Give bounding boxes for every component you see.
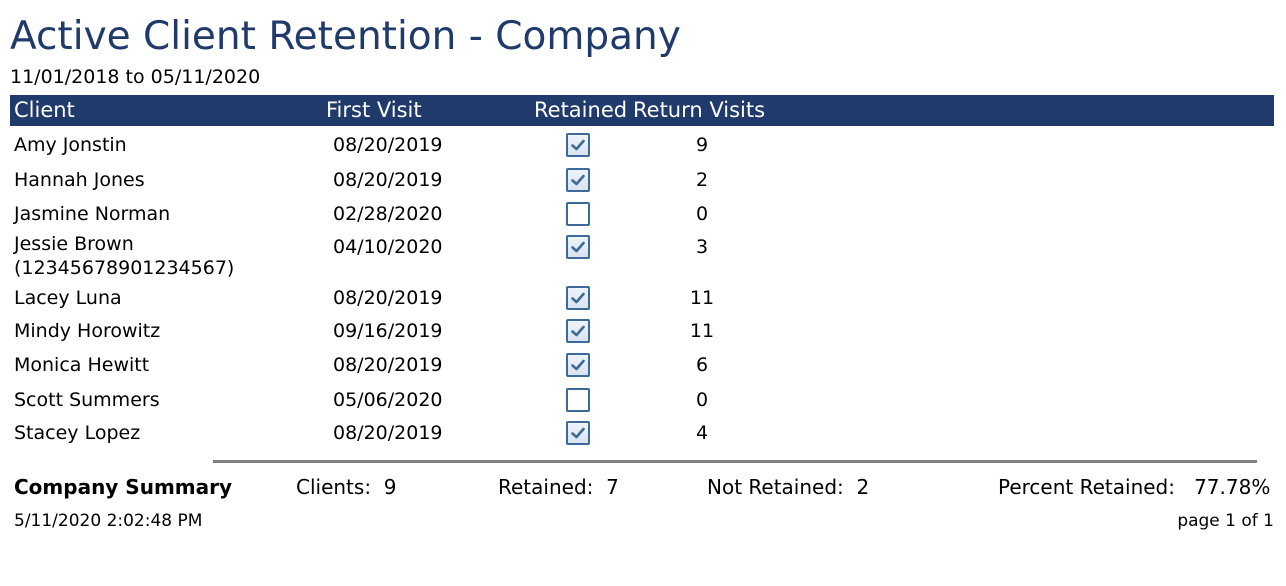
client-name: Jessie Brown (12345678901234567) [14, 232, 234, 280]
client-name-line1: Jessie Brown [14, 233, 134, 255]
checkmark-icon [571, 241, 585, 253]
summary-title: Company Summary [14, 475, 233, 499]
client-name: Scott Summers [14, 389, 160, 411]
summary-retained-value: 7 [606, 475, 619, 499]
checkmark-icon [571, 427, 585, 439]
table-header: Client First Visit Retained Return Visit… [10, 95, 1274, 126]
first-visit-date: 08/20/2019 [333, 169, 443, 191]
summary-clients: Clients: 9 [296, 475, 397, 499]
client-name: Stacey Lopez [14, 422, 141, 444]
return-visits-count: 4 [695, 422, 709, 444]
first-visit-date: 08/20/2019 [333, 354, 443, 376]
retained-checkbox[interactable] [566, 319, 590, 343]
retained-checkbox[interactable] [566, 168, 590, 192]
checkmark-icon [571, 325, 585, 337]
header-retained: Retained [534, 98, 628, 122]
checkmark-icon [571, 174, 585, 186]
return-visits-count: 9 [695, 134, 709, 156]
first-visit-date: 08/20/2019 [333, 422, 443, 444]
retained-checkbox[interactable] [566, 202, 590, 226]
summary-not-retained-value: 2 [856, 475, 870, 499]
summary-not-retained: Not Retained: 2 [707, 475, 869, 499]
retained-checkbox[interactable] [566, 235, 590, 259]
header-client: Client [14, 98, 75, 122]
retained-checkbox[interactable] [566, 133, 590, 157]
page-indicator: page 1 of 1 [1177, 511, 1274, 531]
summary-divider [213, 460, 1257, 463]
first-visit-date: 08/20/2019 [333, 287, 443, 309]
checkmark-icon [571, 359, 585, 371]
return-visits-count: 0 [695, 203, 709, 225]
client-name: Amy Jonstin [14, 134, 127, 156]
client-name: Mindy Horowitz [14, 320, 161, 342]
return-visits-count: 11 [689, 287, 715, 309]
retained-checkbox[interactable] [566, 421, 590, 445]
summary-percent-retained: Percent Retained: 77.78% [998, 475, 1270, 499]
header-return-visits: Return Visits [633, 98, 766, 122]
client-name: Hannah Jones [14, 169, 145, 191]
retained-checkbox[interactable] [566, 388, 590, 412]
first-visit-date: 09/16/2019 [333, 320, 443, 342]
summary-percent-value: 77.78% [1194, 475, 1271, 499]
checkmark-icon [571, 292, 585, 304]
return-visits-count: 0 [695, 389, 709, 411]
client-name: Jasmine Norman [14, 203, 171, 225]
return-visits-count: 2 [695, 169, 709, 191]
first-visit-date: 08/20/2019 [333, 134, 443, 156]
report-title: Active Client Retention - Company [10, 14, 681, 59]
summary-clients-label: Clients: [296, 475, 372, 499]
client-name-line2: (12345678901234567) [14, 257, 235, 279]
return-visits-count: 11 [689, 320, 715, 342]
first-visit-date: 04/10/2020 [333, 236, 443, 258]
report-date-range: 11/01/2018 to 05/11/2020 [10, 66, 261, 88]
return-visits-count: 6 [695, 354, 709, 376]
retained-checkbox[interactable] [566, 353, 590, 377]
report-timestamp: 5/11/2020 2:02:48 PM [14, 511, 203, 531]
header-first-visit: First Visit [326, 98, 422, 122]
client-name: Monica Hewitt [14, 354, 150, 376]
first-visit-date: 02/28/2020 [333, 203, 443, 225]
summary-clients-value: 9 [383, 475, 397, 499]
return-visits-count: 3 [695, 236, 709, 258]
retained-checkbox[interactable] [566, 286, 590, 310]
summary-retained-label: Retained: [498, 475, 594, 499]
checkmark-icon [571, 139, 585, 151]
summary-not-retained-label: Not Retained: [707, 475, 844, 499]
summary-percent-label: Percent Retained: [998, 475, 1175, 499]
client-name: Lacey Luna [14, 287, 122, 309]
summary-retained: Retained: 7 [498, 475, 619, 499]
first-visit-date: 05/06/2020 [333, 389, 443, 411]
